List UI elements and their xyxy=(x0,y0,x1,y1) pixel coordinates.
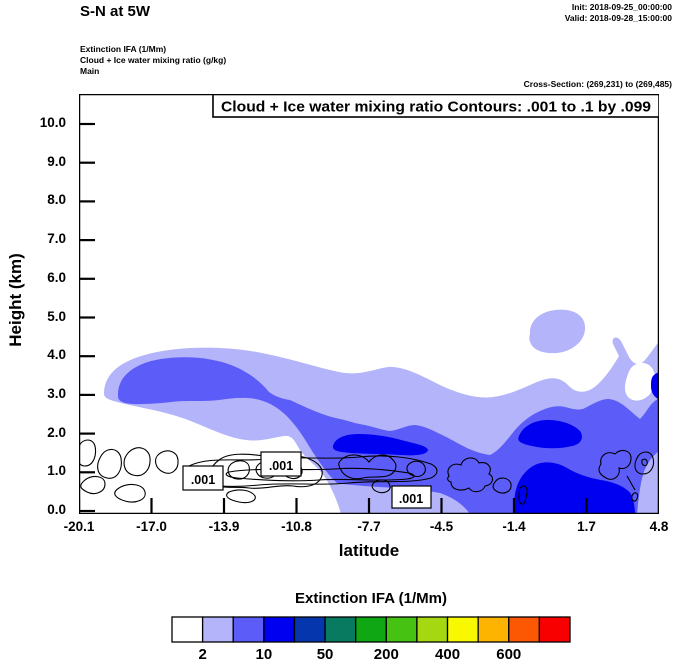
colorbar-cell xyxy=(477,616,510,643)
init-time: Init: 2018-09-25_00:00:00 xyxy=(571,2,672,12)
x-axis-title: latitude xyxy=(338,541,400,560)
y-tick-label: 9.0 xyxy=(47,153,66,169)
colorbar-title: Extinction IFA (1/Mm) xyxy=(295,590,447,607)
field-line-1: Extinction IFA (1/Mm) xyxy=(80,44,167,54)
colorbar-tick-label: 10 xyxy=(255,646,273,663)
colorbar-cell xyxy=(355,616,387,643)
colorbar-cell xyxy=(385,616,418,643)
colorbar-tick-label: 600 xyxy=(496,646,522,663)
y-tick-label: 7.0 xyxy=(47,231,66,247)
x-tick-label: -7.7 xyxy=(357,519,381,534)
run-times: Init: 2018-09-25_00:00:00 Valid: 2018-09… xyxy=(565,2,672,24)
fill-region-dark-sliver xyxy=(651,372,659,400)
y-tick-label: 6.0 xyxy=(47,269,66,285)
field-legend: Extinction IFA (1/Mm) Cloud + Ice water … xyxy=(80,44,226,77)
white-notch xyxy=(624,362,656,401)
fill-region-dark-2 xyxy=(518,420,582,449)
y-tick-label: 8.0 xyxy=(47,192,66,208)
colorbar xyxy=(171,616,571,648)
colorbar-tick-label: 2 xyxy=(198,646,207,663)
colorbar-tick-label: 400 xyxy=(435,646,461,663)
plot-title-box: Cloud + Ice water mixing ratio Contours:… xyxy=(212,93,660,118)
x-tick-label: -13.9 xyxy=(208,519,240,534)
contour-label-text: .001 xyxy=(191,473,215,487)
colorbar-cell xyxy=(201,616,234,643)
x-tick-label: -10.8 xyxy=(281,519,312,534)
y-axis-title: Height (km) xyxy=(6,253,25,347)
y-tick-label: 5.0 xyxy=(47,308,66,324)
y-tick-label: 4.0 xyxy=(47,347,66,363)
valid-time: Valid: 2018-09-28_15:00:00 xyxy=(564,13,672,23)
colorbar-cell xyxy=(293,616,326,643)
fill-region-dark-1 xyxy=(332,434,428,456)
contour-label-text: .001 xyxy=(269,459,293,473)
colorbar-cell xyxy=(324,616,357,643)
fill-region-light-patch xyxy=(529,309,586,354)
field-line-3: Main xyxy=(80,66,100,76)
contour-label-text: .001 xyxy=(399,492,423,506)
colorbar-cell xyxy=(263,616,296,643)
colorbar-cell xyxy=(232,616,265,643)
page-title: S-N at 5W xyxy=(80,3,151,20)
cross-section-plot: .001 .001 .001 Cloud + Ice water mixing … xyxy=(77,92,661,516)
x-tick-label: -20.1 xyxy=(63,519,95,534)
field-line-2: Cloud + Ice water mixing ratio (g/kg) xyxy=(80,55,227,65)
colorbar-cells xyxy=(171,616,571,643)
cross-section-info: Cross-Section: (269,231) to (269,485) xyxy=(523,79,672,89)
colorbar-cell xyxy=(508,616,541,643)
fill-region-dark-3 xyxy=(513,462,635,514)
y-tick-label: 1.0 xyxy=(47,463,66,479)
contour-label-box-3: .001 xyxy=(391,485,432,509)
plot-area: .001 .001 .001 Cloud + Ice water mixing … xyxy=(77,92,661,516)
plot-title: Cloud + Ice water mixing ratio Contours:… xyxy=(221,99,651,116)
colorbar-cell xyxy=(171,616,204,643)
colorbar-tick-label: 200 xyxy=(373,646,399,663)
contour-label-box-2: .001 xyxy=(260,451,302,477)
colorbar-cell xyxy=(538,616,571,643)
contour-label-box-1: .001 xyxy=(182,465,224,491)
y-tick-label: 2.0 xyxy=(47,424,66,440)
x-tick-label: 4.8 xyxy=(649,519,669,534)
x-tick-label: -1.4 xyxy=(502,519,526,534)
y-tick-label: 0.0 xyxy=(47,502,66,517)
x-tick-label: -17.0 xyxy=(136,519,167,534)
x-tick-label: -4.5 xyxy=(429,519,454,534)
colorbar-cell xyxy=(416,616,449,643)
colorbar-tick-label: 50 xyxy=(316,646,334,663)
x-tick-label: 1.7 xyxy=(577,519,596,534)
y-tick-label: 3.0 xyxy=(47,385,66,401)
y-tick-label: 10.0 xyxy=(39,115,66,130)
colorbar-cell xyxy=(446,616,479,643)
